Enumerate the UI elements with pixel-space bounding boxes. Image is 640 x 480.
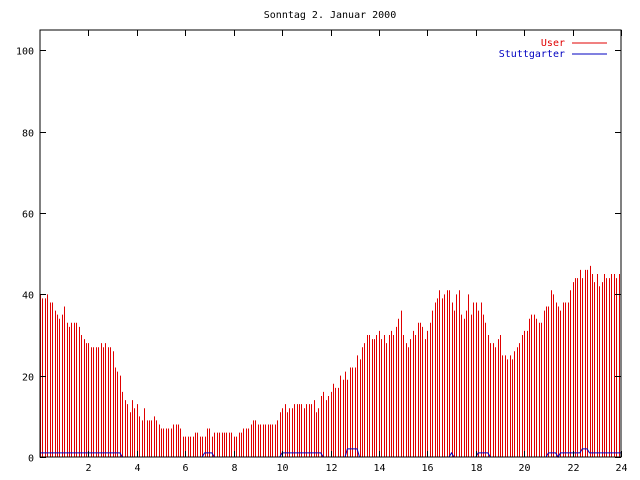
y-tick-label: 20 (22, 373, 34, 384)
x-tick-label: 22 (567, 463, 579, 474)
y-axis-ticks: 0 20 40 60 80 100 (16, 47, 621, 465)
chart-title: Sonntag 2. Januar 2000 (264, 10, 396, 21)
user-series-impulses (40, 265, 620, 457)
legend: User Stuttgarter (499, 38, 607, 60)
x-tick-label: 2 (85, 463, 91, 474)
y-tick-label: 80 (22, 129, 34, 140)
y-tick-label: 100 (16, 47, 34, 58)
x-tick-label: 24 (615, 463, 627, 474)
x-tick-label: 16 (421, 463, 433, 474)
x-tick-label: 20 (518, 463, 530, 474)
plot-frame (39, 29, 622, 458)
y-tick-label: 0 (28, 454, 34, 465)
x-axis-ticks: 2 4 6 8 10 12 14 16 18 20 22 24 (85, 30, 628, 474)
y-tick-label: 60 (22, 210, 34, 221)
x-tick-label: 14 (373, 463, 385, 474)
x-tick-label: 10 (276, 463, 288, 474)
x-tick-label: 4 (134, 463, 140, 474)
x-tick-label: 12 (325, 463, 337, 474)
x-tick-label: 18 (470, 463, 482, 474)
legend-label-stuttgarter: Stuttgarter (499, 49, 565, 60)
y-tick-label: 40 (22, 291, 34, 302)
x-tick-label: 8 (231, 463, 237, 474)
x-tick-label: 6 (182, 463, 188, 474)
legend-label-user: User (541, 38, 565, 49)
